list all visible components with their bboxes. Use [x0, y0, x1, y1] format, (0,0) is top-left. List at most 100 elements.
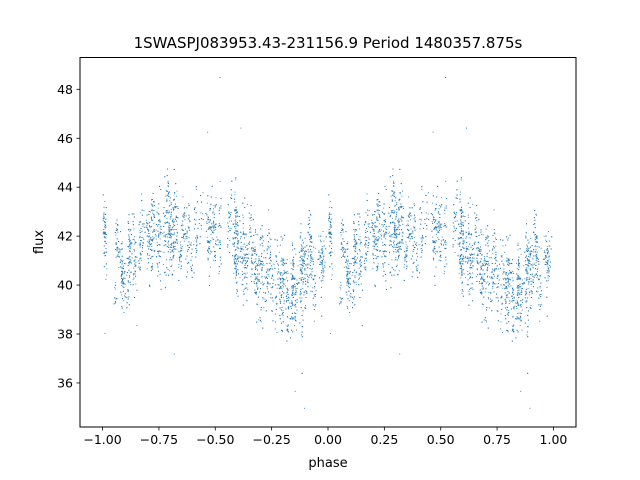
data-point	[536, 268, 538, 270]
data-point	[270, 297, 272, 299]
data-point	[268, 258, 270, 259]
data-point	[319, 261, 321, 263]
data-point	[219, 259, 221, 261]
data-point	[296, 283, 298, 284]
data-point	[373, 229, 375, 230]
data-point	[170, 232, 172, 234]
data-point	[484, 279, 486, 281]
data-point	[307, 263, 308, 265]
data-point	[372, 268, 374, 270]
data-point	[283, 259, 285, 261]
data-point	[178, 279, 180, 281]
data-point	[147, 223, 149, 225]
data-point	[425, 236, 427, 238]
data-point	[437, 225, 439, 227]
data-point	[526, 248, 528, 250]
data-point	[310, 277, 312, 279]
data-point	[435, 228, 437, 230]
data-point	[278, 277, 280, 279]
data-point	[528, 253, 530, 255]
data-point	[528, 279, 530, 280]
data-point	[246, 272, 248, 274]
data-point	[171, 242, 173, 244]
data-point	[477, 253, 479, 255]
data-point	[215, 226, 217, 228]
data-point	[497, 286, 499, 287]
data-point	[306, 265, 308, 267]
data-point	[105, 263, 107, 265]
data-point	[470, 273, 472, 275]
data-point	[439, 251, 441, 253]
data-point	[532, 263, 534, 265]
data-point	[158, 251, 159, 253]
data-point	[507, 313, 509, 314]
data-point	[492, 269, 494, 271]
data-point	[444, 270, 446, 272]
data-point	[548, 270, 550, 272]
data-point	[146, 224, 148, 226]
data-point	[467, 279, 469, 281]
data-point	[360, 262, 362, 263]
data-point	[260, 282, 262, 284]
data-point	[432, 236, 434, 238]
data-point	[390, 195, 392, 197]
data-point	[290, 318, 292, 320]
data-point	[432, 131, 434, 133]
data-point	[479, 262, 481, 263]
data-point	[173, 248, 175, 250]
data-point	[287, 289, 289, 291]
data-point	[237, 257, 239, 259]
data-point	[196, 244, 198, 246]
data-point	[438, 204, 440, 206]
data-point	[360, 265, 362, 267]
data-point	[291, 302, 293, 304]
data-point	[281, 239, 283, 241]
data-point	[348, 278, 349, 280]
data-point	[117, 247, 119, 249]
data-point	[186, 236, 188, 238]
data-point	[461, 271, 463, 273]
data-point	[286, 325, 288, 327]
data-point	[508, 310, 509, 312]
data-point	[479, 289, 481, 291]
data-point	[312, 291, 313, 293]
data-point	[120, 243, 122, 245]
data-point	[438, 232, 440, 234]
data-point	[322, 270, 324, 272]
data-point	[437, 212, 439, 214]
data-point	[355, 242, 357, 244]
data-point	[481, 293, 483, 295]
data-point	[507, 285, 509, 287]
data-point	[311, 268, 313, 270]
data-point	[444, 213, 446, 215]
data-point	[341, 247, 343, 249]
data-point	[291, 277, 293, 279]
data-point	[286, 298, 288, 299]
data-point	[289, 302, 291, 304]
data-point	[235, 179, 237, 181]
data-point	[422, 236, 424, 238]
data-point	[229, 230, 231, 231]
data-point	[300, 292, 302, 294]
data-point	[263, 307, 265, 309]
data-point	[363, 266, 365, 268]
data-point	[184, 238, 186, 240]
data-point	[184, 219, 186, 221]
data-point	[445, 77, 447, 78]
data-point	[535, 245, 537, 247]
data-point	[509, 279, 511, 281]
data-point	[525, 235, 527, 237]
data-point	[249, 217, 251, 219]
data-point	[128, 304, 130, 306]
data-point	[142, 247, 143, 249]
data-point	[461, 208, 463, 210]
data-point	[318, 235, 320, 237]
data-point	[426, 224, 428, 226]
data-point	[301, 270, 303, 272]
data-point	[364, 235, 366, 237]
data-point	[275, 256, 277, 258]
data-point	[465, 231, 467, 233]
data-point	[500, 284, 502, 286]
data-point	[167, 242, 169, 244]
data-point	[545, 264, 547, 266]
